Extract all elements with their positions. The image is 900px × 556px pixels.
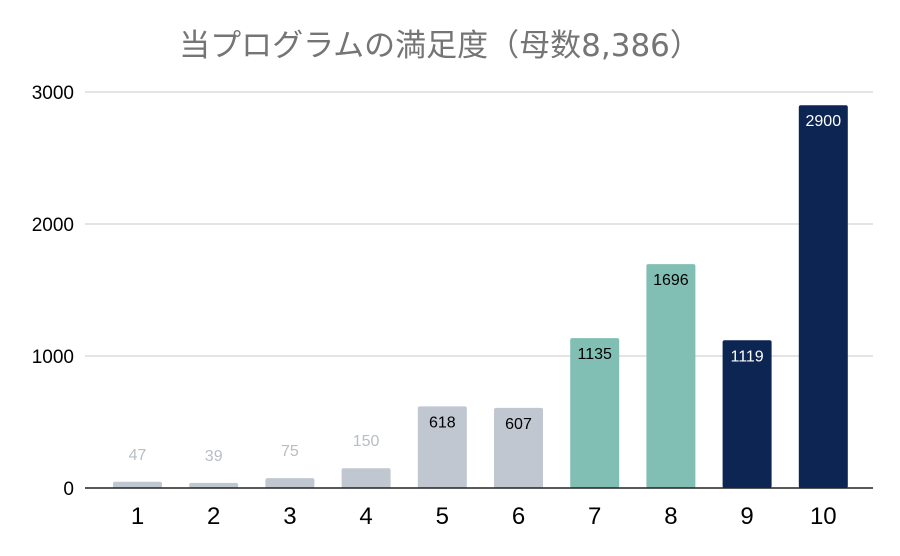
y-tick-label: 1000 <box>32 347 74 368</box>
bar-9 <box>722 340 772 488</box>
data-label: 47 <box>129 447 147 464</box>
x-tick-label: 2 <box>207 503 220 530</box>
bar-5 <box>417 406 467 488</box>
data-label: 618 <box>429 414 456 431</box>
bar-8 <box>646 264 696 488</box>
x-tick-label: 1 <box>131 503 144 530</box>
y-tick-label: 2000 <box>32 215 74 236</box>
data-label: 150 <box>353 433 380 450</box>
y-tick-label: 0 <box>63 479 74 500</box>
y-tick-label: 3000 <box>32 83 74 104</box>
bar-3 <box>265 478 315 488</box>
data-label: 2900 <box>806 113 842 130</box>
bar-1 <box>113 481 162 488</box>
data-label: 1696 <box>653 272 689 289</box>
x-tick-label: 10 <box>810 503 837 530</box>
x-tick-label: 8 <box>664 503 677 530</box>
data-label: 75 <box>281 443 299 460</box>
bar-4 <box>341 468 391 488</box>
data-label: 1119 <box>730 348 763 365</box>
gridlines <box>85 91 873 357</box>
data-label: 1135 <box>577 346 612 363</box>
x-tick-label: 3 <box>283 503 296 530</box>
x-axis-ticks: 1 2 3 4 5 6 7 8 9 10 <box>131 503 837 530</box>
data-label: 39 <box>205 448 223 465</box>
data-label: 607 <box>505 416 532 433</box>
x-tick-label: 4 <box>359 503 372 530</box>
bar-6 <box>494 407 543 488</box>
x-tick-label: 6 <box>512 503 525 530</box>
x-tick-label: 5 <box>436 503 449 530</box>
chart-title: 当プログラムの満足度（母数8,386） <box>179 28 701 64</box>
bars <box>113 105 848 488</box>
bar-2 <box>189 482 239 488</box>
bar-10 <box>798 105 848 488</box>
data-labels: 47 39 75 150 618 607 1135 1696 1119 2900 <box>129 113 842 465</box>
y-axis-ticks: 0 1000 2000 3000 <box>32 83 74 500</box>
x-tick-label: 7 <box>588 503 601 530</box>
bar-7 <box>570 338 620 488</box>
x-tick-label: 9 <box>740 503 753 530</box>
